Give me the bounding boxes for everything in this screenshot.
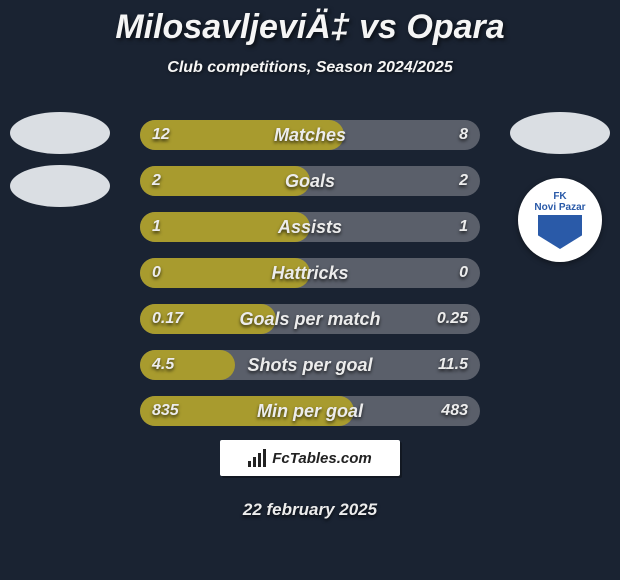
page-subtitle: Club competitions, Season 2024/2025	[0, 59, 620, 77]
stat-value-right: 1	[459, 218, 468, 236]
stat-value-right: 2	[459, 172, 468, 190]
left-player-badge-2	[10, 165, 110, 265]
stat-row: 1 1 Assists	[140, 212, 480, 242]
stat-label: Min per goal	[257, 401, 363, 422]
brand-logo: FcTables.com	[220, 440, 400, 476]
stat-value-left: 4.5	[152, 356, 174, 374]
club-crest-top: FK	[553, 191, 566, 202]
stats-panel: 12 8 Matches 2 2 Goals 1 1 Assists 0 0 Hattricks 0.1…	[140, 120, 480, 442]
stat-value-right: 11.5	[438, 356, 468, 374]
placeholder-ellipse	[10, 165, 110, 207]
stat-value-right: 483	[441, 402, 468, 420]
club-crest: FK Novi Pazar	[518, 178, 602, 262]
placeholder-ellipse	[10, 112, 110, 154]
brand-text: FcTables.com	[272, 450, 371, 467]
stat-label: Hattricks	[271, 263, 348, 284]
stat-label: Shots per goal	[247, 355, 372, 376]
stat-label: Goals	[285, 171, 335, 192]
stat-value-right: 0.25	[437, 310, 468, 328]
stat-value-left: 0	[152, 264, 161, 282]
club-crest-shield	[538, 215, 582, 249]
stat-row: 835 483 Min per goal	[140, 396, 480, 426]
stat-row: 4.5 11.5 Shots per goal	[140, 350, 480, 380]
date-label: 22 february 2025	[0, 500, 620, 520]
stat-value-left: 12	[152, 126, 170, 144]
stat-row: 0.17 0.25 Goals per match	[140, 304, 480, 334]
stat-label: Matches	[274, 125, 346, 146]
stat-value-left: 0.17	[152, 310, 183, 328]
placeholder-ellipse	[510, 112, 610, 154]
stat-row: 12 8 Matches	[140, 120, 480, 150]
stat-label: Assists	[278, 217, 342, 238]
chart-icon	[248, 449, 266, 467]
stat-value-left: 2	[152, 172, 161, 190]
stat-label: Goals per match	[239, 309, 380, 330]
stat-value-left: 1	[152, 218, 161, 236]
comparison-infographic: MilosavljeviÄ‡ vs Opara Club competition…	[0, 0, 620, 580]
right-club-badge: FK Novi Pazar	[510, 178, 610, 278]
stat-row: 0 0 Hattricks	[140, 258, 480, 288]
stat-value-right: 0	[459, 264, 468, 282]
page-title: MilosavljeviÄ‡ vs Opara	[0, 0, 620, 47]
stat-row: 2 2 Goals	[140, 166, 480, 196]
club-crest-name: Novi Pazar	[534, 202, 585, 213]
stat-value-right: 8	[459, 126, 468, 144]
stat-value-left: 835	[152, 402, 179, 420]
